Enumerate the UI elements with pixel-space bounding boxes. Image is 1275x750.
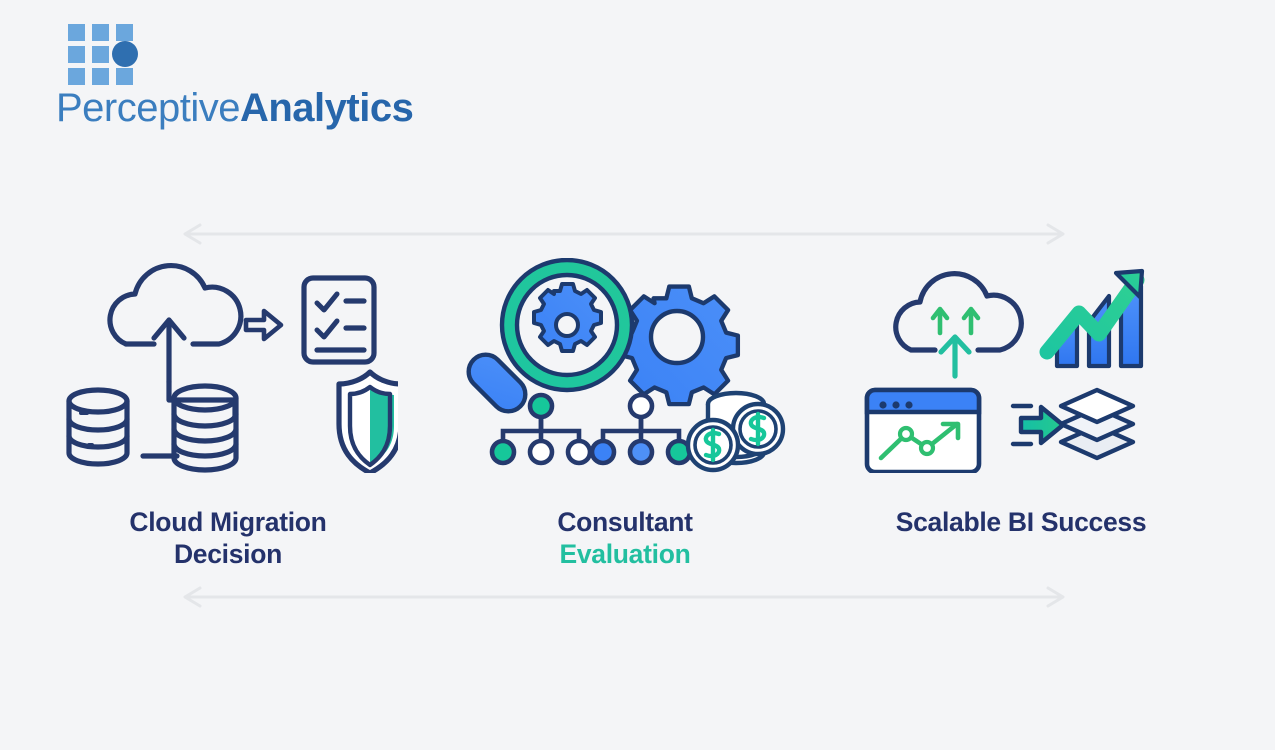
magnifier-gear-icon — [466, 258, 741, 414]
column-2-artwork — [455, 258, 795, 473]
checklist-document-icon — [301, 275, 377, 365]
database-large-icon — [171, 383, 239, 473]
bottom-range-arrow — [180, 585, 1068, 609]
column-3-label-line1: Scalable BI Success — [895, 507, 1147, 537]
grid-dot-logo-icon — [68, 24, 138, 85]
brand-logo: PerceptiveAnalytics — [30, 14, 414, 130]
brand-name-light: Perceptive — [56, 86, 240, 130]
column-scalable-bi-success: Scalable BI Success — [851, 258, 1191, 578]
shield-security-icon — [336, 369, 398, 473]
brand-name-bold: Analytics — [239, 86, 414, 130]
coins-stack-icon — [685, 390, 786, 473]
column-1-label: Cloud Migration Decision — [58, 506, 398, 570]
column-3-artwork — [851, 258, 1191, 473]
column-1-label-line2: Decision — [173, 539, 283, 570]
org-chart-blue-icon — [589, 392, 693, 466]
column-1-label-line1: Cloud Migration — [129, 507, 327, 537]
top-range-arrow — [180, 222, 1068, 246]
layers-migrate-icon — [1010, 387, 1136, 461]
right-arrow-icon — [243, 308, 284, 342]
column-2-label-line1: Consultant — [557, 507, 693, 537]
column-consultant-evaluation: Consultant Evaluation — [455, 258, 795, 578]
column-2-label: Consultant Evaluation — [455, 506, 795, 570]
cloud-upload-icon — [107, 262, 244, 385]
growth-chart-icon — [1039, 268, 1145, 369]
column-3-label: Scalable BI Success — [851, 506, 1191, 538]
column-2-label-line2: Evaluation — [559, 539, 691, 570]
browser-analytics-icon — [864, 387, 982, 473]
column-cloud-migration-decision: Cloud Migration Decision — [58, 258, 398, 578]
column-1-artwork — [58, 258, 398, 473]
brand-wordmark: PerceptiveAnalytics — [56, 86, 414, 131]
cloud-scale-arrows-icon — [893, 271, 1024, 379]
database-small-icon — [66, 387, 130, 467]
